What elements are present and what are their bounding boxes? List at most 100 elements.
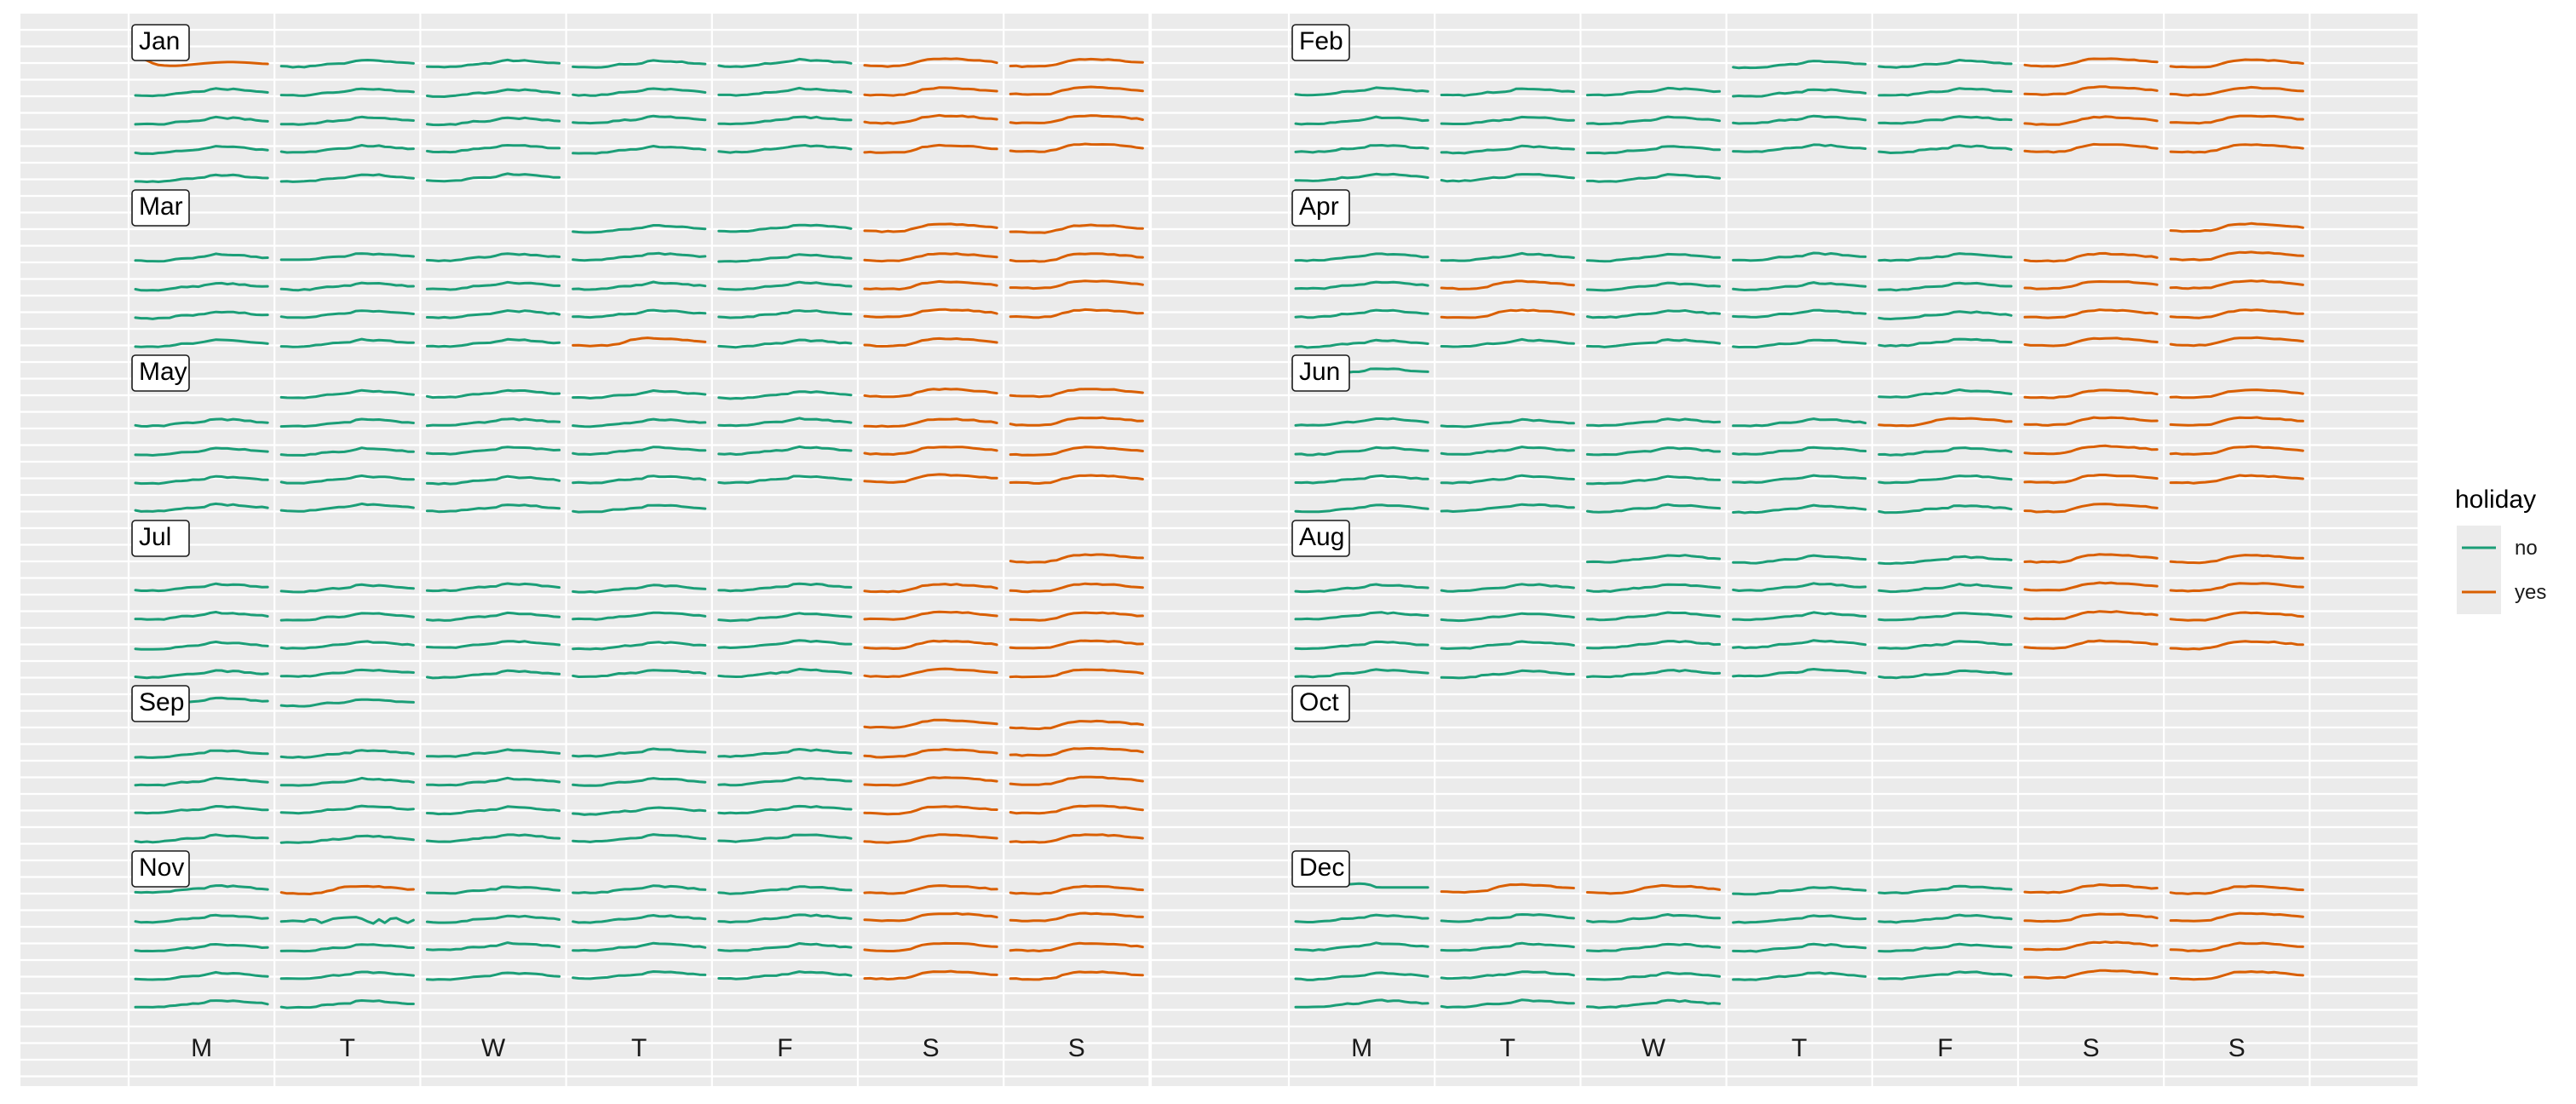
month-label-box [1291, 24, 1350, 61]
month-label-box [131, 520, 190, 557]
weekday-tick-label: W [1642, 1034, 1666, 1062]
day-line-jan-20 [863, 113, 998, 125]
day-line-may-15 [279, 446, 415, 457]
day-line-mar-5 [134, 252, 269, 263]
day-line-jul-13 [717, 612, 853, 623]
day-line-may-14 [134, 446, 269, 457]
day-line-jul-18 [425, 640, 561, 649]
legend: holiday no yes [2455, 486, 2546, 614]
day-line-sep-3 [134, 749, 269, 759]
day-line-nov-28 [1009, 970, 1144, 981]
day-line-nov-3 [425, 885, 561, 895]
day-line-dec-12 [1877, 913, 2013, 924]
day-line-apr-14 [2023, 280, 2159, 290]
month-labels: Jan Feb Mar Apr May Jun Jul Aug Sep Oct Nov Dec [131, 24, 1350, 888]
month-label-text: Jan [139, 27, 180, 55]
day-line-dec-9 [1440, 913, 1575, 923]
day-line-feb-18 [2169, 114, 2304, 125]
day-line-mar-9 [717, 253, 853, 263]
day-line-jan-11 [572, 87, 707, 97]
day-line-feb-21 [1585, 145, 1722, 155]
day-line-jan-18 [572, 114, 707, 125]
day-line-mar-22 [572, 308, 707, 319]
day-line-jan-4 [572, 59, 707, 69]
day-line-jun-18 [1294, 474, 1429, 485]
day-line-aug-3 [1877, 555, 2013, 566]
grid-lines [20, 14, 2418, 1086]
month-label-text: Feb [1299, 27, 1343, 55]
day-line-apr-25 [1585, 338, 1722, 348]
day-line-jun-9 [2023, 416, 2159, 427]
day-line-aug-27 [1294, 668, 1429, 679]
day-line-feb-6 [1440, 87, 1575, 97]
day-line-aug-11 [2023, 581, 2159, 592]
day-line-jan-26 [717, 144, 853, 154]
day-line-aug-13 [1294, 611, 1429, 621]
day-line-feb-1 [1732, 60, 1867, 70]
day-line-dec-16 [1440, 941, 1575, 952]
day-line-apr-22 [2169, 308, 2304, 319]
day-line-apr-23 [1294, 338, 1429, 349]
day-line-jul-9 [134, 611, 269, 621]
day-line-jul-22 [1009, 639, 1144, 650]
day-line-apr-20 [1877, 310, 2013, 320]
day-line-jan-8 [134, 87, 269, 98]
day-line-aug-20 [1294, 640, 1429, 651]
day-line-sep-27 [572, 833, 707, 843]
day-line-apr-16 [1294, 308, 1429, 319]
day-line-apr-19 [1732, 308, 1867, 319]
day-line-dec-26 [1877, 970, 2013, 980]
day-line-dec-6 [2023, 883, 2159, 894]
day-line-jul-14 [863, 610, 998, 621]
day-line-nov-6 [863, 884, 998, 895]
day-line-aug-25 [2023, 639, 2159, 650]
day-line-apr-28 [2023, 336, 2159, 348]
day-line-jul-11 [425, 611, 561, 622]
day-line-jul-1 [1009, 553, 1144, 564]
day-line-nov-17 [425, 941, 561, 952]
day-line-apr-24 [1440, 337, 1575, 348]
day-line-jan-10 [425, 88, 561, 98]
day-line-sep-1 [863, 718, 998, 729]
day-line-jul-16 [134, 641, 269, 651]
day-line-may-27 [1009, 474, 1144, 485]
day-line-mar-8 [572, 251, 707, 262]
day-line-aug-30 [1732, 668, 1867, 678]
day-line-nov-30 [279, 999, 415, 1009]
day-line-aug-19 [2169, 611, 2304, 622]
day-line-dec-4 [1732, 886, 1867, 896]
day-line-sep-8 [863, 748, 998, 759]
day-line-aug-10 [1877, 583, 2013, 594]
day-line-may-4 [717, 390, 853, 400]
day-line-feb-14 [1585, 115, 1722, 126]
weekday-tick-label: S [2228, 1034, 2245, 1062]
day-line-nov-14 [1009, 911, 1144, 923]
day-line-apr-18 [1585, 309, 1722, 319]
day-line-jan-5 [717, 57, 853, 68]
month-label-box [131, 685, 190, 722]
day-line-nov-11 [572, 914, 707, 924]
day-line-nov-7 [1009, 884, 1144, 895]
day-line-may-10 [572, 417, 707, 428]
legend-title: holiday [2455, 486, 2536, 514]
day-line-apr-7 [2023, 251, 2159, 263]
day-line-nov-16 [279, 943, 415, 953]
month-label-text: Dec [1299, 854, 1344, 882]
month-label: Oct [1291, 685, 1350, 722]
day-line-sep-29 [863, 833, 998, 844]
day-line-jul-25 [425, 669, 561, 680]
day-line-nov-26 [717, 970, 853, 980]
day-line-sep-19 [425, 805, 561, 816]
day-line-sep-16 [1009, 775, 1144, 786]
month-label-box [131, 24, 190, 61]
day-line-may-21 [134, 474, 269, 486]
day-line-jun-1 [1877, 388, 2013, 399]
day-line-may-25 [717, 474, 853, 485]
day-line-jun-16 [2023, 444, 2159, 456]
day-line-jun-8 [1877, 417, 2013, 428]
day-line-sep-21 [717, 804, 853, 815]
day-line-dec-27 [2023, 969, 2159, 980]
day-line-feb-13 [1440, 115, 1575, 125]
day-line-mar-13 [279, 281, 415, 292]
